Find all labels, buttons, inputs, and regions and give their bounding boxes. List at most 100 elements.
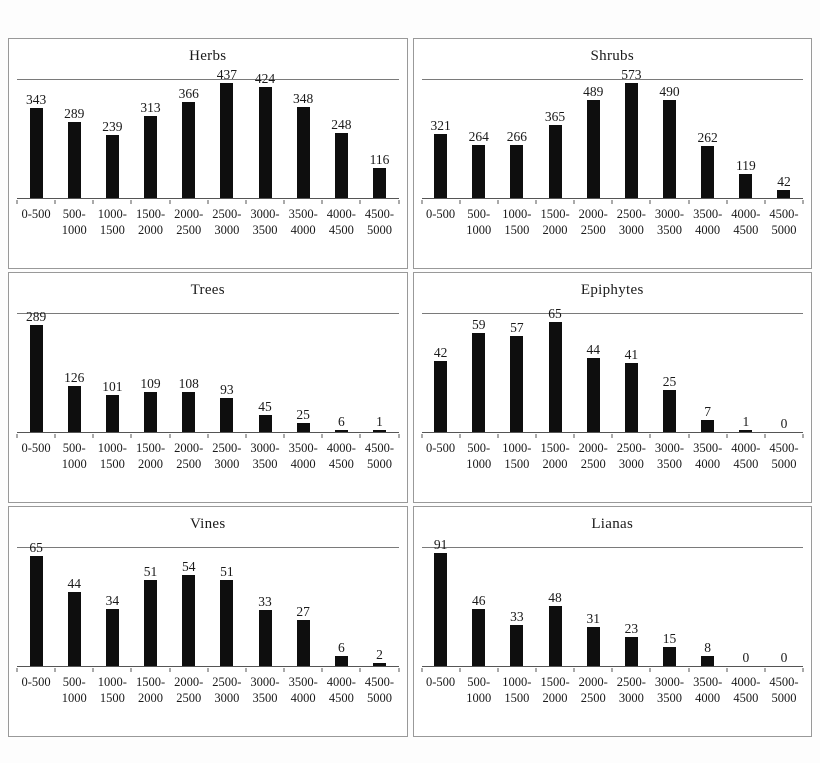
- axis-tick: [245, 434, 247, 438]
- bar: [29, 325, 43, 432]
- x-tick-label: 4500- 5000: [769, 441, 799, 472]
- bar-cell: 91: [422, 537, 460, 666]
- axis-tick: [321, 200, 323, 204]
- axis-tick: [535, 668, 537, 672]
- bar: [624, 363, 638, 432]
- axis-tick: [611, 668, 613, 672]
- bar-value-label: 343: [25, 91, 47, 107]
- bar: [434, 361, 448, 432]
- bar-cell: 0: [765, 548, 803, 666]
- chart-panel-shrubs: Shrubs 321 264 266 365 489 573 490 262 119 42 0-5…: [412, 38, 812, 269]
- bar: [372, 168, 386, 198]
- x-tick-label: 1000- 1500: [502, 675, 532, 706]
- x-tick-label: 4000- 4500: [326, 207, 356, 238]
- bar-value-label: 126: [64, 369, 85, 385]
- chart-title: Vines: [189, 516, 226, 532]
- bar: [777, 190, 791, 198]
- chart-title: Epiphytes: [580, 282, 644, 298]
- bar-cell: 51: [131, 548, 169, 666]
- axis-tick: [573, 434, 575, 438]
- x-tick-label: 0-500: [425, 207, 456, 221]
- bar-value-label: 42: [433, 344, 448, 360]
- bar-cell: 7: [689, 314, 727, 432]
- bar-cell: 51: [208, 548, 246, 666]
- x-tick-label: 2500- 3000: [212, 207, 242, 238]
- bar-cell: 116: [360, 80, 398, 198]
- bar-cell: 437: [208, 67, 246, 198]
- x-tick-label: 1000- 1500: [97, 441, 127, 472]
- bar-value-label: 119: [735, 157, 756, 173]
- chart-title: Herbs: [189, 48, 227, 64]
- bar-cell: 65: [17, 540, 55, 666]
- x-tick-label: 4000- 4500: [731, 441, 761, 472]
- x-tick-label: 3500- 4000: [288, 441, 318, 472]
- x-tick-label: 500- 1000: [61, 675, 87, 706]
- bar-cell: 8: [689, 548, 727, 666]
- bar: [144, 392, 158, 432]
- bar-value-label: 573: [621, 66, 642, 82]
- bar-cell: 59: [460, 314, 498, 432]
- x-axis: 0-500 500- 1000 1000- 1500 1500- 2000 2000- 2500…: [17, 674, 399, 707]
- bar-value-label: 91: [433, 536, 448, 552]
- bar-cell: 1: [360, 314, 398, 432]
- bar: [67, 592, 81, 666]
- bar-value-label: 1: [376, 413, 383, 429]
- bar-cell: 42: [765, 80, 803, 198]
- bar-cell: 262: [689, 80, 727, 198]
- x-tick-label: 0-500: [425, 441, 456, 455]
- bar-value-label: 41: [624, 346, 639, 362]
- bar: [434, 134, 448, 198]
- x-tick-label: 1000- 1500: [502, 207, 532, 238]
- bar-value-label: 490: [659, 83, 680, 99]
- axis-tick: [16, 434, 18, 438]
- bar-value-label: 33: [510, 608, 524, 624]
- bar: [548, 322, 562, 432]
- x-tick-label: 2000- 2500: [578, 675, 608, 706]
- axis-tick: [764, 668, 766, 672]
- chart-panel-epiphytes: Epiphytes 42 59 57 65 44 41 25 7 1 0 0-500 500- 100…: [412, 272, 812, 503]
- bar-value-label: 366: [178, 85, 199, 101]
- bar-value-label: 59: [471, 316, 486, 332]
- x-tick-label: 3000- 3500: [250, 675, 280, 706]
- bar-cell: 365: [536, 80, 574, 198]
- bar-value-label: 7: [704, 403, 712, 419]
- bar-cell: 248: [322, 80, 360, 198]
- x-tick-label: 1500- 2000: [540, 441, 570, 472]
- bar: [472, 333, 486, 432]
- bar-cell: 44: [55, 548, 93, 666]
- axis-tick: [688, 668, 690, 672]
- bar-cell: 48: [536, 548, 574, 666]
- x-tick-label: 3500- 4000: [693, 441, 723, 472]
- axis-tick: [764, 434, 766, 438]
- bar-cell: 101: [93, 314, 131, 432]
- bar-value-label: 54: [181, 558, 196, 574]
- x-tick-label: 4000- 4500: [731, 207, 761, 238]
- bar-value-label: 101: [102, 378, 123, 394]
- bar: [29, 556, 43, 666]
- plot-area: 42 59 57 65 44 41 25 7 1 0: [421, 306, 804, 438]
- bar-cell: 366: [170, 80, 208, 198]
- axis-tick: [54, 668, 56, 672]
- bar-cell: 42: [422, 314, 460, 432]
- axis-tick: [611, 200, 613, 204]
- bar-cell: 33: [246, 548, 284, 666]
- bar-value-label: 0: [780, 415, 788, 431]
- bar-cell: 313: [131, 80, 169, 198]
- x-tick-label: 500- 1000: [466, 441, 492, 472]
- axis-tick: [359, 200, 361, 204]
- bar-cell: 109: [131, 314, 169, 432]
- bar-cell: 54: [170, 548, 208, 666]
- axis-tick: [54, 434, 56, 438]
- axis-tick: [573, 200, 575, 204]
- bar-cell: 0: [727, 548, 765, 666]
- bar-cell: 25: [284, 314, 322, 432]
- plot-area: 289 126 101 109 108 93 45 25 6 1: [16, 309, 399, 438]
- axis-tick: [92, 668, 94, 672]
- x-tick-label: 3000- 3500: [654, 675, 685, 706]
- bar-value-label: 2: [376, 646, 383, 662]
- bar: [296, 107, 310, 198]
- axis-tick: [459, 434, 461, 438]
- axis-tick: [207, 434, 209, 438]
- bar: [548, 125, 562, 198]
- charts-grid: Herbs 343 289 239 313 366 437 424 348 248 116 0-5…: [8, 38, 812, 737]
